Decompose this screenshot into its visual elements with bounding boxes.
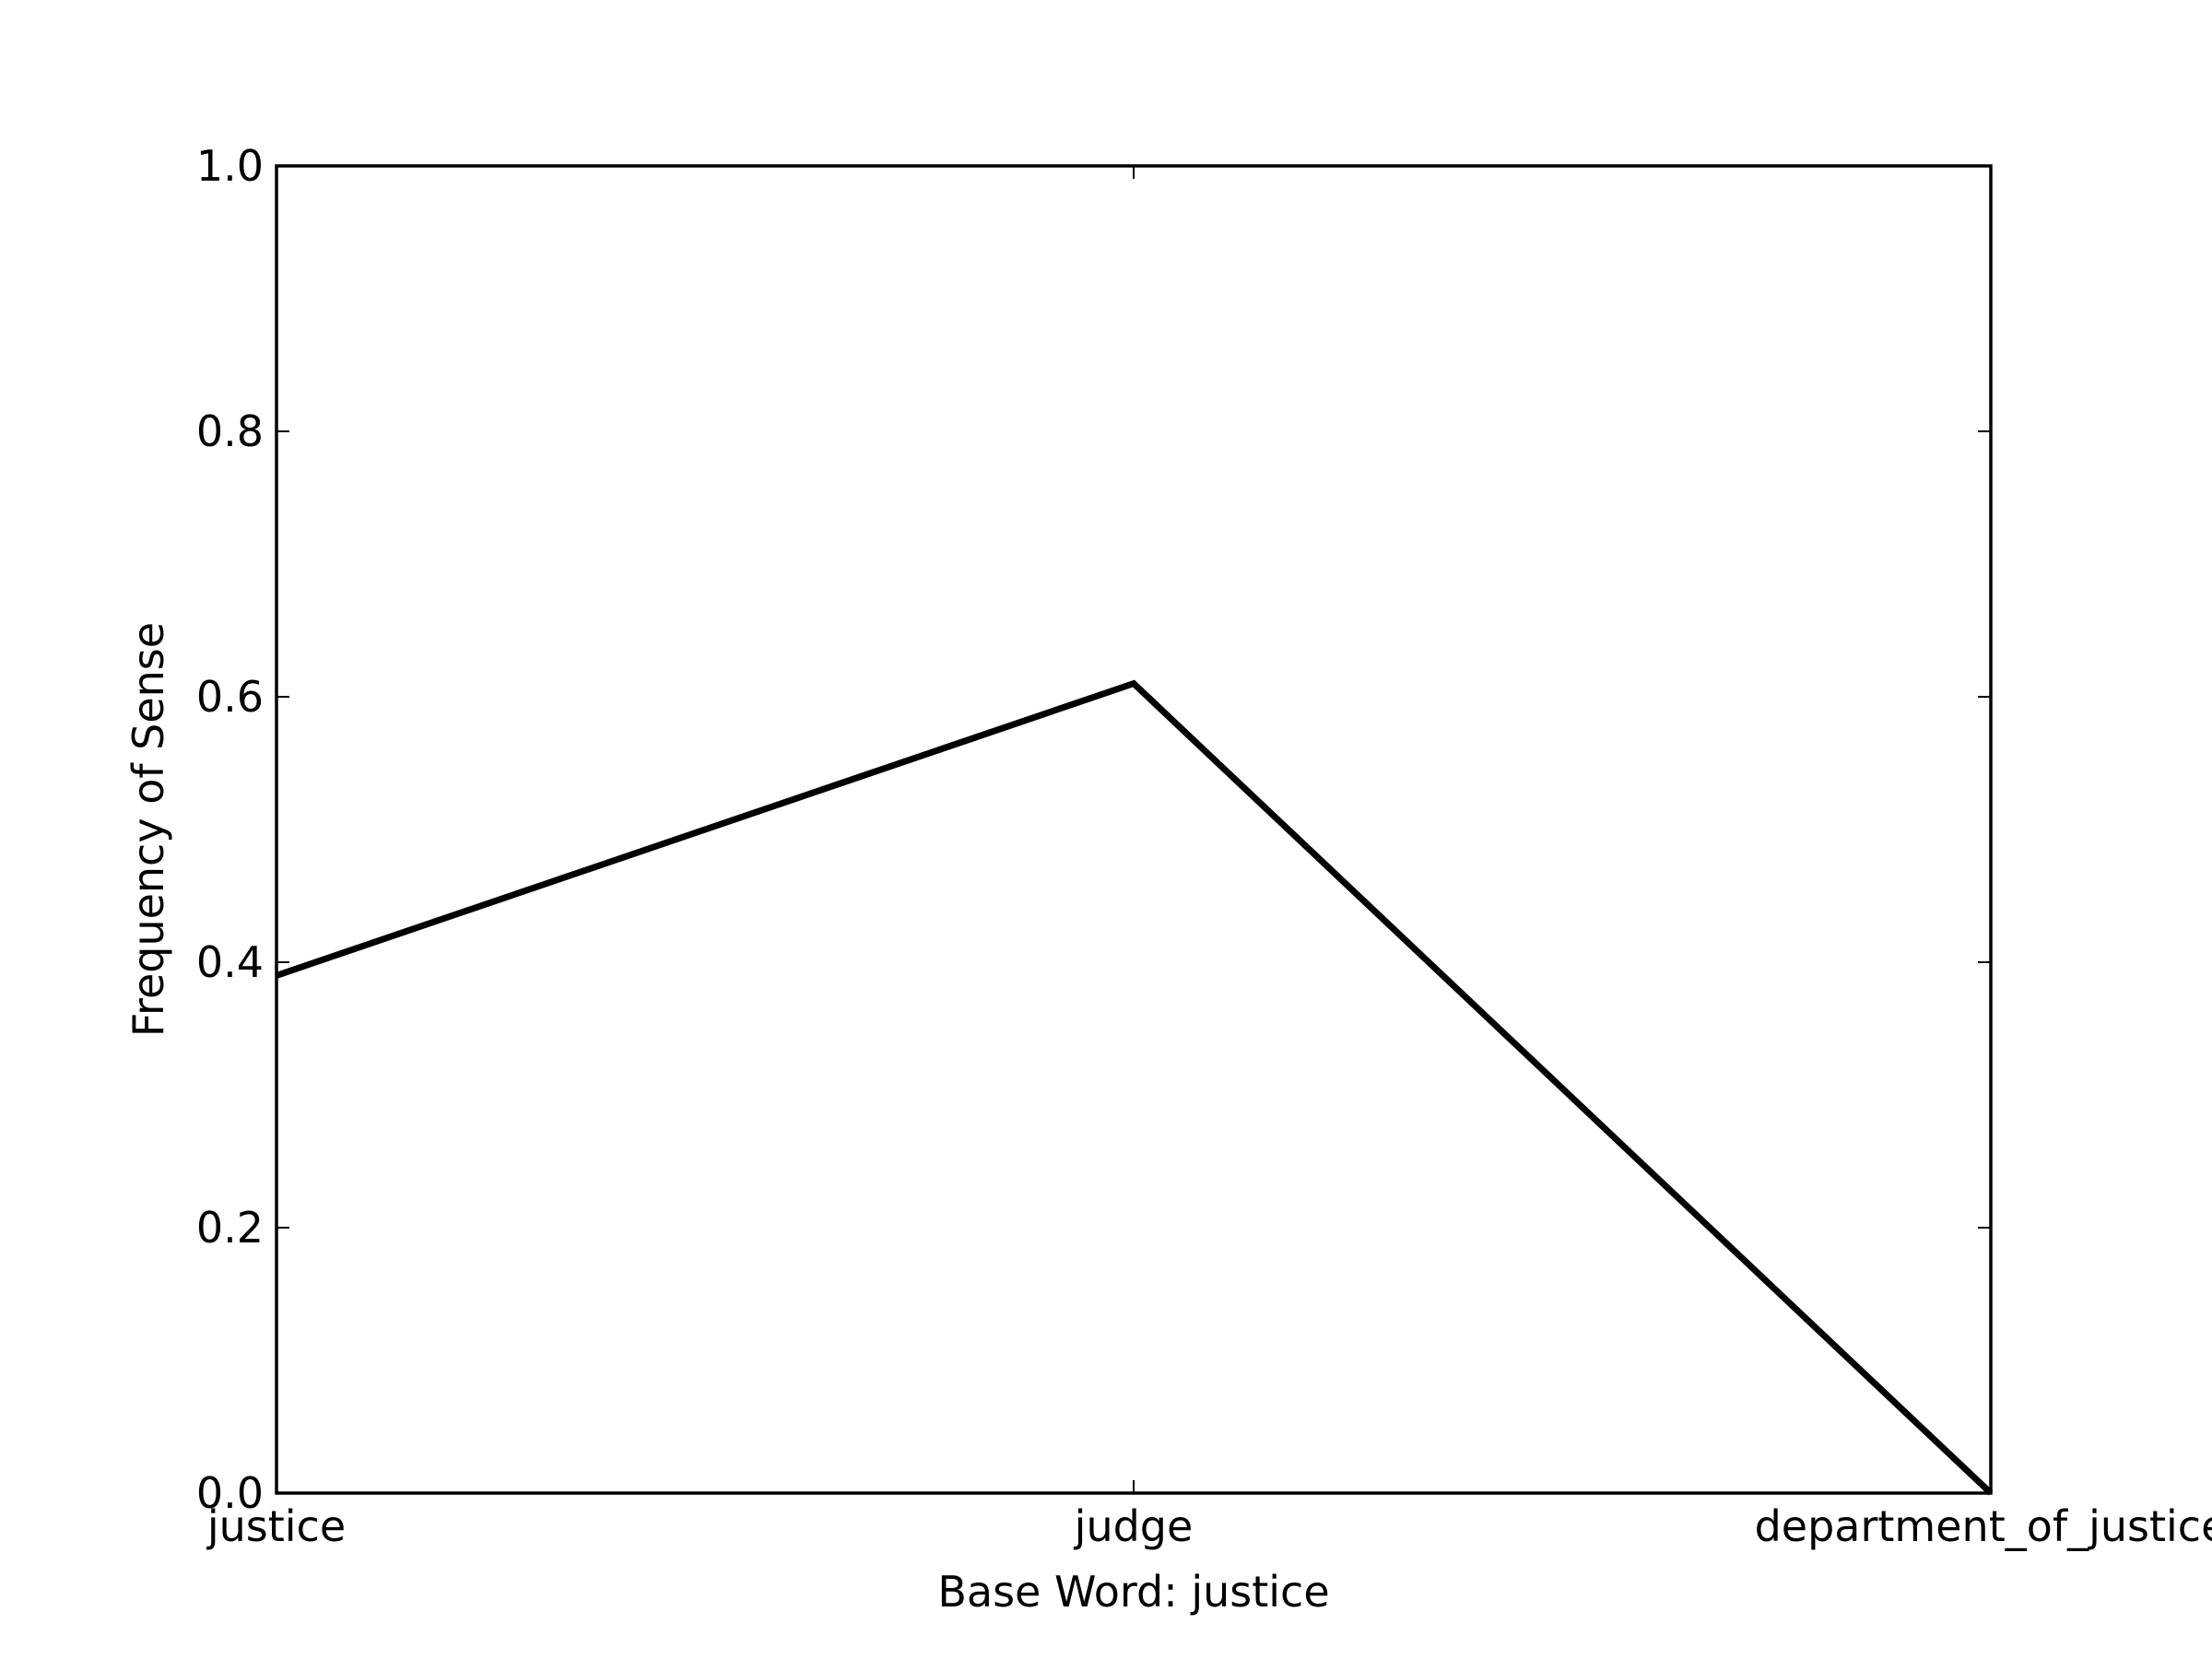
x-tick-label: justice [206, 1501, 346, 1551]
y-axis-label: Frequency of Sense [124, 622, 173, 1037]
x-tick-label: department_of_justice [1755, 1501, 2212, 1551]
y-tick-labels: 0.0 0.2 0.4 0.6 0.8 1.0 [196, 141, 264, 1518]
y-tick-label: 0.6 [196, 672, 264, 722]
x-tick-labels: justice judge department_of_justice [206, 1501, 2212, 1551]
plot-frame [275, 164, 1993, 1495]
series-lines [275, 679, 1994, 1496]
series-line [275, 679, 1994, 1496]
y-tick-label: 0.4 [196, 937, 264, 987]
x-tick-label: judge [1074, 1501, 1194, 1551]
y-tick-label: 0.0 [196, 1468, 264, 1518]
y-tick-label: 0.2 [196, 1203, 264, 1253]
x-axis-label: Base Word: justice [937, 1567, 1329, 1617]
y-tick-label: 1.0 [196, 141, 264, 191]
y-tick-label: 0.8 [196, 406, 264, 456]
